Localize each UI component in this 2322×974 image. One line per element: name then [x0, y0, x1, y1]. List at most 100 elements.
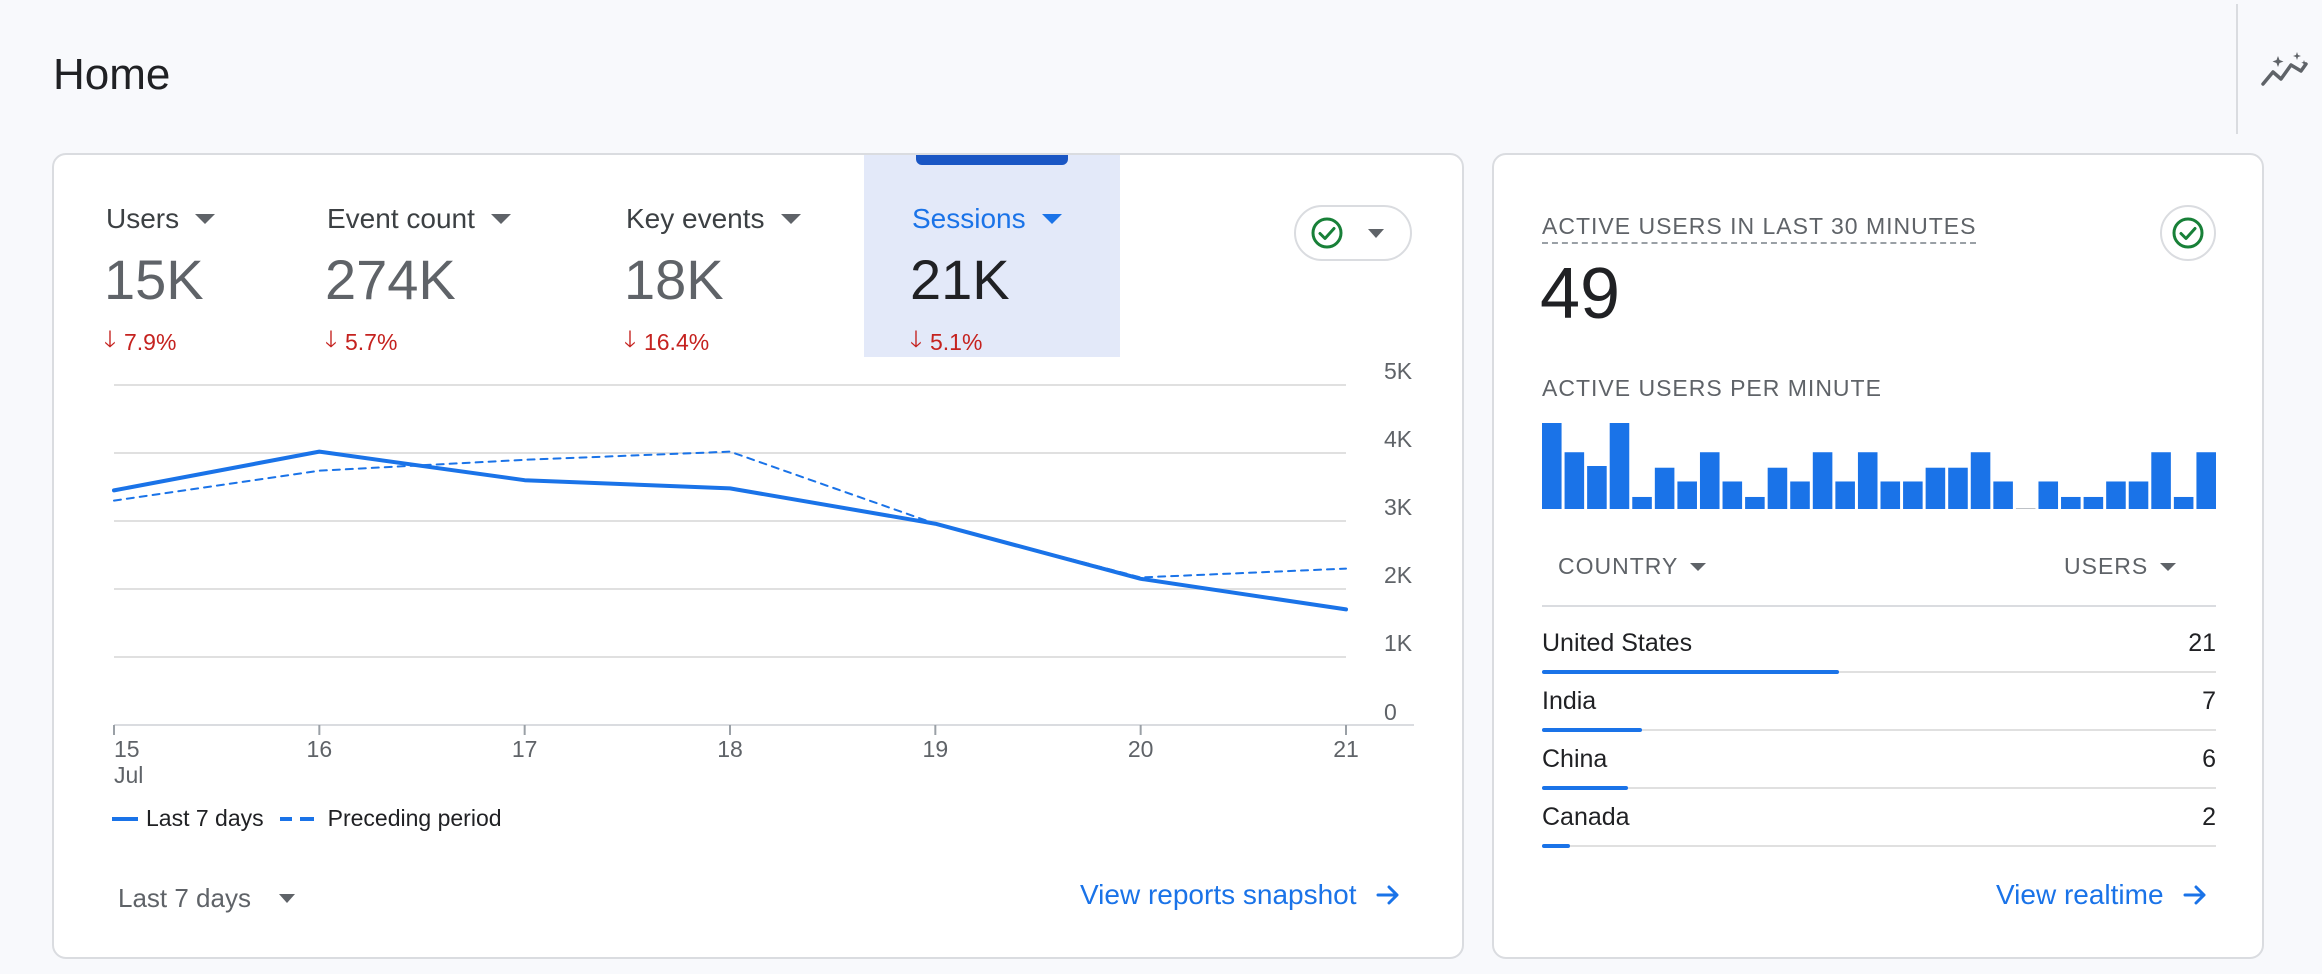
minute-bar[interactable] — [1677, 481, 1697, 509]
minute-bar[interactable] — [1925, 467, 1946, 509]
series-line-preceding-period — [113, 450, 1347, 579]
sparkle-trend-icon — [2261, 52, 2308, 86]
metric-label-sessions: Sessions — [912, 203, 1062, 235]
minute-bar[interactable] — [1632, 496, 1652, 509]
metric-change-event-count: 🡓 5.7% — [325, 323, 397, 362]
row-divider — [1542, 729, 2216, 731]
active-users-value: 49 — [1540, 254, 1621, 334]
minute-bar[interactable] — [1542, 423, 1562, 509]
row-divider — [1542, 671, 2216, 673]
insights-button[interactable] — [2256, 42, 2312, 98]
share-bar — [1542, 844, 1571, 848]
check-circle-icon — [1311, 217, 1343, 249]
legend-item-current: Last 7 days — [112, 805, 264, 832]
country-name: Canada — [1542, 803, 1630, 831]
chart-legend: Last 7 days Preceding period — [112, 805, 518, 832]
metric-value-key-events: 18K — [624, 248, 724, 311]
metric-tab-users[interactable]: Users 15K 🡓 7.9% — [54, 155, 254, 357]
row-divider — [1542, 845, 2216, 847]
date-range-select[interactable]: Last 7 days — [118, 883, 295, 914]
y-tick-label: 2K — [1384, 562, 1413, 588]
table-row[interactable]: India 7 — [1542, 673, 2216, 732]
minute-bar[interactable] — [2061, 496, 2081, 509]
view-realtime-link[interactable]: View realtime — [1996, 879, 2208, 911]
table-header-divider — [1542, 605, 2216, 607]
minute-bar[interactable] — [1699, 452, 1720, 509]
minute-bar[interactable] — [1745, 496, 1765, 509]
metric-tab-sessions[interactable]: Sessions 21K 🡓 5.1% — [864, 155, 1120, 357]
country-column-header[interactable]: COUNTRY — [1558, 553, 1707, 580]
minute-bar[interactable] — [1948, 467, 1968, 509]
y-tick-label: 4K — [1384, 426, 1413, 452]
metric-value-users: 15K — [104, 248, 204, 311]
minute-bar[interactable] — [1880, 481, 1901, 509]
caret-down-icon — [780, 214, 801, 224]
minute-bar[interactable] — [1857, 452, 1878, 509]
country-name: United States — [1542, 629, 1693, 657]
minute-bar[interactable] — [1767, 467, 1788, 509]
caret-down-icon — [1041, 214, 1062, 224]
x-tick-label: 19 — [923, 736, 949, 762]
share-bar — [1542, 728, 1642, 732]
minute-bar[interactable] — [1970, 452, 1991, 509]
metric-value-sessions: 21K — [910, 248, 1010, 311]
caret-down-icon — [1690, 562, 1707, 571]
minute-bar[interactable] — [2038, 481, 2059, 509]
minute-bar[interactable] — [2128, 481, 2149, 509]
minute-bar[interactable] — [1654, 467, 1675, 509]
minute-bar[interactable] — [1609, 423, 1630, 509]
country-users: 7 — [2202, 687, 2216, 715]
x-tick-label: 17 — [512, 736, 538, 762]
metric-value-event-count: 274K — [325, 248, 456, 311]
arrow-down-icon: 🡓 — [104, 326, 116, 352]
minute-bar[interactable] — [1564, 452, 1585, 509]
minute-bar[interactable] — [2196, 452, 2216, 509]
y-tick-label: 1K — [1384, 630, 1413, 656]
per-minute-title: ACTIVE USERS PER MINUTE — [1542, 375, 1882, 401]
legend-item-previous: Preceding period — [279, 805, 502, 832]
per-minute-bar-chart — [1542, 423, 2216, 509]
metric-tab-event-count[interactable]: Event count 274K 🡓 5.7% — [254, 155, 554, 357]
minute-bar[interactable] — [2083, 496, 2104, 509]
users-column-header[interactable]: USERS — [2064, 553, 2177, 580]
y-tick-label: 0 — [1384, 699, 1397, 725]
minute-bar[interactable] — [1722, 481, 1743, 509]
series-line-last-7-days — [112, 449, 1348, 612]
minute-bar[interactable] — [2173, 496, 2194, 509]
table-row[interactable]: Canada 2 — [1542, 789, 2216, 848]
view-reports-snapshot-link[interactable]: View reports snapshot — [1080, 879, 1401, 911]
y-tick-label: 3K — [1384, 494, 1413, 520]
legend-swatch-dashed — [279, 816, 314, 821]
row-divider — [1542, 787, 2216, 789]
arrow-down-icon: 🡓 — [624, 326, 636, 352]
arrow-right-icon — [1376, 885, 1399, 905]
minute-bar[interactable] — [2015, 508, 2036, 509]
minute-bar[interactable] — [1993, 481, 2013, 509]
x-tick-sublabel: Jul — [114, 762, 143, 788]
page-title: Home — [53, 50, 171, 99]
table-row[interactable]: China 6 — [1542, 731, 2216, 790]
realtime-status-button[interactable] — [2160, 205, 2216, 261]
minute-bar[interactable] — [1812, 452, 1833, 509]
minute-bar[interactable] — [1835, 481, 1855, 509]
metric-change-users: 🡓 7.9% — [104, 323, 176, 362]
x-tick-label: 15 — [114, 736, 140, 762]
country-name: China — [1542, 745, 1608, 773]
x-tick-label: 21 — [1333, 736, 1359, 762]
minute-bar[interactable] — [1587, 466, 1607, 509]
x-tick-label: 20 — [1128, 736, 1154, 762]
data-quality-dropdown[interactable] — [1294, 205, 1412, 261]
metric-change-key-events: 🡓 16.4% — [624, 323, 709, 362]
country-name: India — [1542, 687, 1597, 715]
table-row[interactable]: United States 21 — [1542, 615, 2216, 674]
minute-bar[interactable] — [1903, 481, 1923, 509]
caret-down-icon — [1368, 228, 1384, 238]
minute-bar[interactable] — [1790, 481, 1810, 509]
metric-tab-key-events[interactable]: Key events 18K 🡓 16.4% — [554, 155, 816, 357]
x-tick-label: 18 — [717, 736, 743, 762]
minute-bar[interactable] — [2106, 481, 2126, 509]
share-bar — [1542, 786, 1628, 790]
realtime-title[interactable]: ACTIVE USERS IN LAST 30 MINUTES — [1542, 213, 1977, 244]
minute-bar[interactable] — [2151, 452, 2171, 509]
